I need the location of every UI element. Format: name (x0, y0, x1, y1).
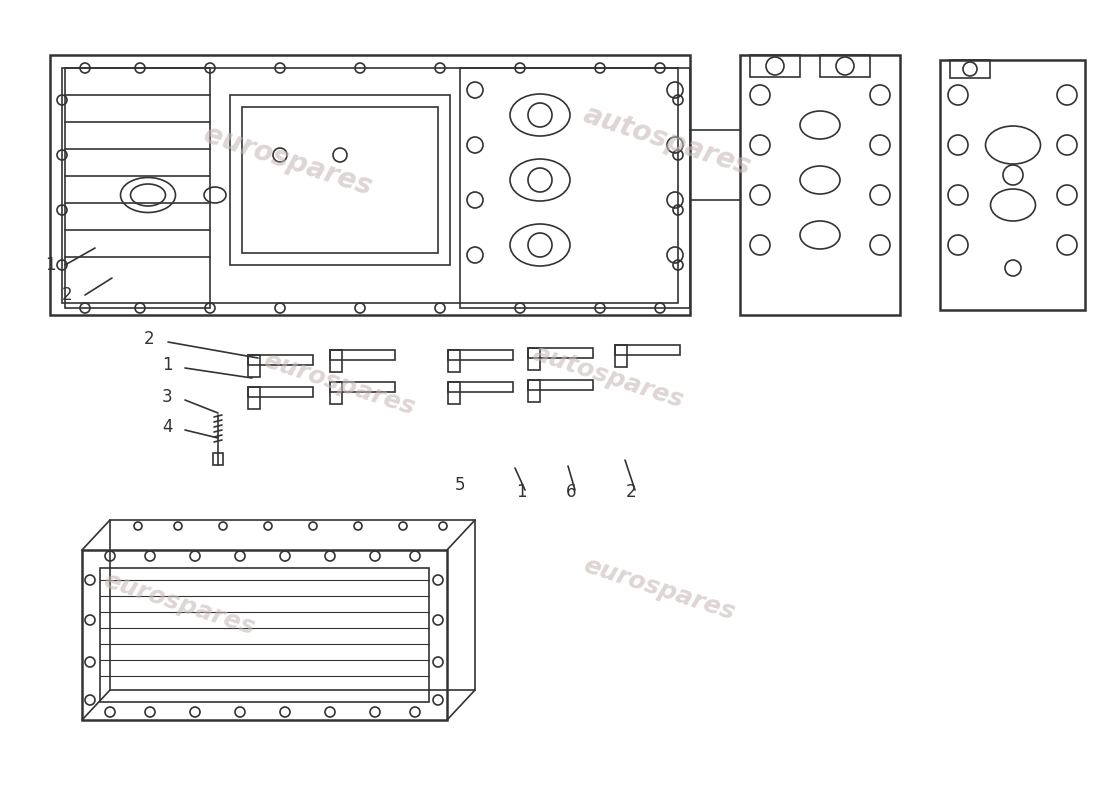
Text: autospares: autospares (580, 100, 755, 181)
Bar (248, 387, 260, 409)
Bar (242, 107, 438, 253)
Bar (330, 350, 395, 360)
Text: 5: 5 (455, 476, 465, 494)
Bar (528, 380, 593, 390)
Text: 3: 3 (162, 388, 173, 406)
Text: autospares: autospares (530, 342, 688, 413)
Text: 1: 1 (516, 483, 527, 501)
Bar (248, 355, 260, 377)
Bar (248, 387, 314, 397)
Bar (528, 380, 540, 402)
Bar (248, 355, 314, 365)
Text: 6: 6 (566, 483, 576, 501)
Bar (50, 55, 690, 315)
Bar (448, 350, 460, 372)
Bar (528, 348, 593, 358)
Text: 2: 2 (62, 286, 73, 304)
Bar (528, 348, 540, 370)
Bar (100, 568, 429, 702)
Bar (330, 350, 342, 372)
Bar (448, 382, 460, 404)
Text: 1: 1 (162, 356, 173, 374)
Bar (740, 55, 900, 315)
Bar (448, 350, 513, 360)
Bar (448, 382, 513, 392)
Text: eurospares: eurospares (200, 120, 375, 201)
Bar (750, 55, 800, 77)
Bar (65, 68, 210, 308)
Bar (62, 68, 678, 303)
Text: 2: 2 (144, 330, 155, 348)
Text: 2: 2 (626, 483, 637, 501)
Bar (940, 60, 1085, 310)
Bar (110, 520, 475, 690)
Bar (615, 345, 627, 367)
Bar (213, 453, 223, 465)
Text: eurospares: eurospares (100, 568, 257, 640)
Bar (460, 68, 690, 308)
Bar (230, 95, 450, 265)
Text: 4: 4 (162, 418, 173, 436)
Bar (82, 550, 447, 720)
Text: eurospares: eurospares (580, 554, 738, 625)
Bar (330, 382, 342, 404)
Bar (820, 55, 870, 77)
Bar (950, 60, 990, 78)
Bar (615, 345, 680, 355)
Text: 1: 1 (45, 256, 56, 274)
Text: eurospares: eurospares (260, 348, 418, 420)
Bar (330, 382, 395, 392)
